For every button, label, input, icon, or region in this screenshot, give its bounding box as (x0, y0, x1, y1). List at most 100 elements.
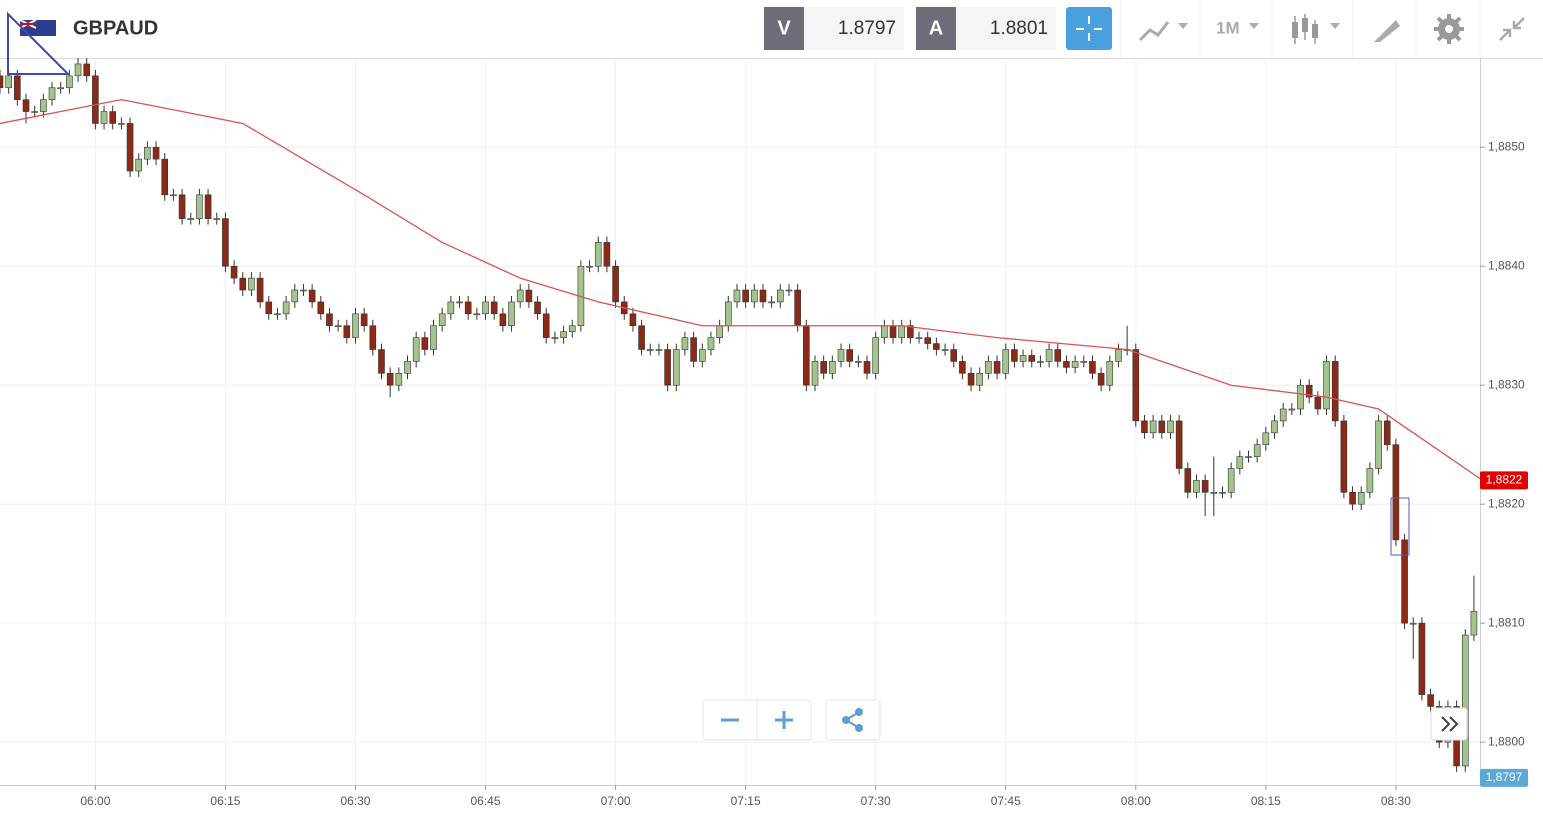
timeframe[interactable]: 1M (1216, 18, 1240, 37)
candle-body (369, 325, 377, 350)
candle-body (282, 301, 290, 315)
candle-body (100, 111, 108, 124)
zoom-controls (702, 699, 881, 741)
candle-body (499, 313, 507, 327)
candle-body (560, 331, 567, 338)
ask-letter: A (929, 17, 943, 39)
candle-body (66, 75, 73, 89)
candle-body (490, 301, 498, 315)
candle-body (1132, 349, 1140, 422)
candle-body (1106, 361, 1114, 386)
candle-body (144, 146, 151, 160)
candle-body (170, 194, 177, 197)
x-tick-label: 07:30 (861, 794, 891, 808)
candle-body (872, 337, 879, 374)
candle-body (1288, 408, 1296, 411)
candle-body (959, 361, 966, 374)
collapse-button[interactable] (1499, 17, 1525, 41)
candle-body (707, 337, 715, 350)
y-tick-label: 1,8850 (1488, 139, 1525, 153)
candle-body (1418, 622, 1426, 695)
candle-body (1011, 349, 1018, 362)
candle-body (1037, 361, 1044, 363)
candle-body (1089, 361, 1096, 374)
candle-body (655, 349, 663, 351)
settings-button[interactable] (1434, 14, 1464, 44)
candle-body (1045, 349, 1053, 362)
ask-box[interactable] (956, 7, 1056, 50)
candle-body (1314, 396, 1322, 410)
candle-body (733, 289, 741, 303)
candle-body (1097, 373, 1105, 386)
drawing-annotation (7, 11, 71, 75)
symbol: GBPAUD (73, 17, 158, 39)
candle-body (907, 325, 914, 338)
x-tick-label: 07:45 (991, 794, 1021, 808)
candle-body (803, 325, 810, 386)
candle-body (950, 349, 958, 362)
bid-box[interactable] (804, 7, 904, 50)
candle-body (222, 218, 229, 267)
ask-price: 1.8801 (990, 18, 1048, 39)
candle-body (48, 87, 56, 100)
candle-body (820, 361, 827, 374)
candle-body (92, 75, 99, 124)
y-tick-label: 1,8820 (1488, 496, 1525, 510)
candle-body (378, 349, 385, 374)
share-button[interactable] (842, 708, 863, 732)
candle-body (118, 123, 125, 125)
bid-letter: V (777, 17, 791, 39)
candle-body (31, 111, 38, 113)
candle-body (1297, 384, 1304, 410)
candle-body (1366, 468, 1374, 493)
candle-body (1470, 610, 1478, 636)
candle-body (1184, 468, 1192, 493)
scroll-right-button[interactable] (1430, 707, 1468, 741)
candle-body (421, 337, 429, 350)
price-tag-label: 1,8797 (1486, 770, 1523, 784)
candle-body (57, 87, 64, 90)
candle-body (811, 361, 819, 386)
candle-body (1193, 480, 1200, 493)
candle-body (239, 277, 247, 291)
candle-body (334, 325, 342, 328)
candle-body (1080, 361, 1088, 363)
candle-body (0, 75, 4, 89)
ask-badge[interactable] (916, 7, 956, 50)
candle-body (204, 194, 212, 219)
candle-body (40, 99, 47, 112)
candle-body (300, 289, 307, 292)
timeframe-caret (1249, 23, 1259, 29)
y-tick-label: 1,8840 (1488, 258, 1525, 272)
x-tick-label: 08:15 (1251, 794, 1281, 808)
candle-body (1253, 444, 1261, 457)
candle-body (161, 158, 169, 196)
candle-body (941, 349, 949, 351)
zoom-in-button[interactable] (775, 711, 793, 729)
candle-body (1323, 361, 1330, 410)
candle-body (534, 301, 541, 315)
candle-body (777, 289, 784, 303)
candle-body (1201, 480, 1209, 493)
chart-type-button[interactable] (1138, 21, 1188, 42)
candle-body (525, 289, 533, 303)
candle-body (126, 123, 134, 172)
price-tag-box (1480, 768, 1528, 787)
x-tick-label: 07:15 (731, 794, 761, 808)
candle-body (256, 277, 264, 303)
candle-body (855, 361, 862, 363)
candle-body (1409, 622, 1417, 625)
candles-button[interactable] (1292, 14, 1340, 44)
bid-badge[interactable] (764, 7, 804, 50)
selection-box (1390, 497, 1410, 556)
draw-button[interactable] (1374, 20, 1400, 42)
candle-body (690, 337, 697, 362)
crosshair-button[interactable] (1066, 7, 1112, 50)
candle-body (265, 301, 273, 315)
candle-body (352, 313, 359, 338)
candle-body (1002, 349, 1010, 374)
candle-body (933, 343, 940, 350)
candle-body (508, 301, 515, 327)
candle-body (967, 373, 975, 386)
